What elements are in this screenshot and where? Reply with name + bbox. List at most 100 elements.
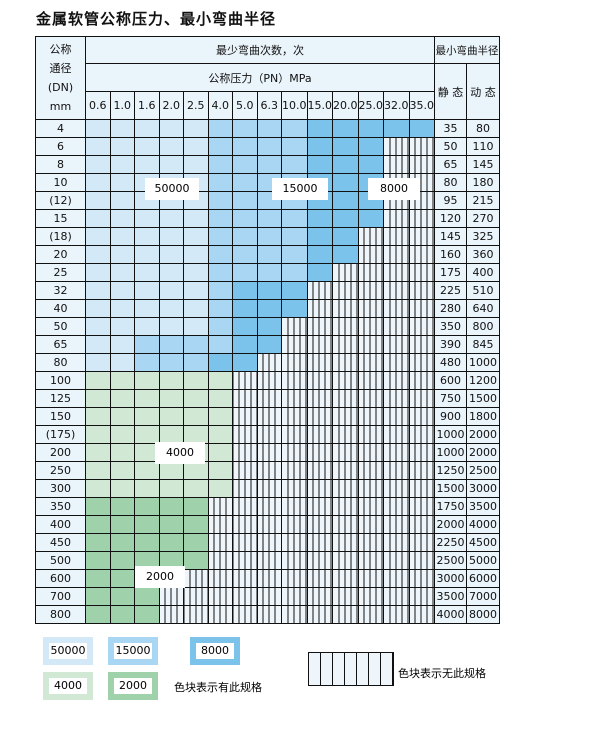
no-spec-cell <box>408 245 435 264</box>
spec-cell <box>134 353 160 372</box>
spec-cell <box>158 479 184 498</box>
spec-cell <box>207 407 233 426</box>
spec-cell <box>183 299 209 318</box>
spec-cell <box>109 263 135 282</box>
no-spec-cell <box>183 605 209 624</box>
static-radius-cell: 2000 <box>434 515 467 534</box>
spec-cell <box>158 263 184 282</box>
no-spec-cell <box>383 227 410 246</box>
spec-cell <box>232 173 258 192</box>
dn-cell: 125 <box>35 389 86 408</box>
no-spec-cell <box>256 497 282 516</box>
spec-cell <box>183 137 209 156</box>
pressure-col-header: 15.0 <box>306 91 333 120</box>
no-spec-cell <box>256 533 282 552</box>
spec-cell <box>207 245 233 264</box>
spec-cell <box>109 551 135 570</box>
spec-cell <box>85 497 111 516</box>
no-spec-cell <box>357 353 384 372</box>
table-row: 100 600 1200 <box>35 371 500 390</box>
legend-4000: 4000 <box>43 672 93 700</box>
pressure-header: 公称压力（PN）MPa <box>85 63 435 92</box>
dn-cell: 4 <box>35 119 86 138</box>
spec-cell <box>383 119 410 138</box>
spec-cell <box>85 263 111 282</box>
spec-cell <box>281 263 308 282</box>
no-spec-cell <box>183 587 209 606</box>
spec-cell <box>281 155 308 174</box>
spec-cell <box>281 137 308 156</box>
spec-cell <box>207 443 233 462</box>
spec-cell <box>134 299 160 318</box>
spec-cell <box>134 461 160 480</box>
spec-cell <box>158 497 184 516</box>
spec-cell <box>332 155 359 174</box>
spec-cell <box>256 299 282 318</box>
static-radius-cell: 35 <box>434 119 467 138</box>
table-row: 40 280 640 <box>35 299 500 318</box>
spec-cell <box>281 227 308 246</box>
spec-cell <box>109 605 135 624</box>
no-spec-cell <box>281 371 308 390</box>
dn-cell: (175) <box>35 425 86 444</box>
no-spec-cell <box>357 479 384 498</box>
no-spec-cell <box>383 479 410 498</box>
spec-cell <box>109 425 135 444</box>
dynamic-radius-cell: 80 <box>466 119 500 138</box>
spec-cell <box>332 245 359 264</box>
no-spec-cell <box>256 515 282 534</box>
spec-cell <box>85 173 111 192</box>
no-spec-cell <box>281 353 308 372</box>
no-spec-cell <box>408 551 435 570</box>
spec-cell <box>134 155 160 174</box>
legend-has-spec: 色块表示有此规格 <box>174 681 262 694</box>
spec-cell <box>183 227 209 246</box>
no-spec-cell <box>357 515 384 534</box>
dynamic-radius-cell: 110 <box>466 137 500 156</box>
static-radius-cell: 120 <box>434 209 467 228</box>
no-spec-cell <box>408 425 435 444</box>
dynamic-radius-cell: 8000 <box>466 605 500 624</box>
spec-cell <box>85 353 111 372</box>
pressure-col-header: 1.0 <box>109 91 135 120</box>
spec-cell <box>158 155 184 174</box>
pressure-col-header: 5.0 <box>232 91 258 120</box>
no-spec-cell <box>408 605 435 624</box>
no-spec-cell <box>281 587 308 606</box>
no-spec-cell <box>306 551 333 570</box>
no-spec-cell <box>383 569 410 588</box>
table-row: 25 175 400 <box>35 263 500 282</box>
no-spec-cell <box>383 497 410 516</box>
table-row: 125 750 1500 <box>35 389 500 408</box>
pressure-col-header: 1.6 <box>134 91 160 120</box>
dn-header-line: (DN) <box>47 81 74 94</box>
static-radius-cell: 225 <box>434 281 467 300</box>
spec-cell <box>256 137 282 156</box>
spec-cell <box>85 551 111 570</box>
no-spec-cell <box>408 317 435 336</box>
no-spec-cell <box>332 317 359 336</box>
static-radius-cell: 390 <box>434 335 467 354</box>
dn-cell: 150 <box>35 407 86 426</box>
dynamic-radius-cell: 4500 <box>466 533 500 552</box>
spec-cell <box>232 227 258 246</box>
no-spec-cell <box>256 443 282 462</box>
no-spec-cell <box>306 281 333 300</box>
no-spec-cell <box>332 587 359 606</box>
table-row: 350 1750 3500 <box>35 497 500 516</box>
no-spec-cell <box>357 407 384 426</box>
spec-cell <box>158 119 184 138</box>
no-spec-cell <box>332 497 359 516</box>
no-spec-cell <box>408 569 435 588</box>
spec-cell <box>256 281 282 300</box>
no-spec-cell <box>306 605 333 624</box>
static-radius-cell: 3000 <box>434 569 467 588</box>
spec-cell <box>85 371 111 390</box>
static-radius-cell: 145 <box>434 227 467 246</box>
no-spec-cell <box>357 371 384 390</box>
spec-cell <box>134 335 160 354</box>
spec-cell <box>207 155 233 174</box>
spec-cell <box>85 569 111 588</box>
legend-15000: 15000 <box>108 637 158 665</box>
no-spec-cell <box>256 569 282 588</box>
